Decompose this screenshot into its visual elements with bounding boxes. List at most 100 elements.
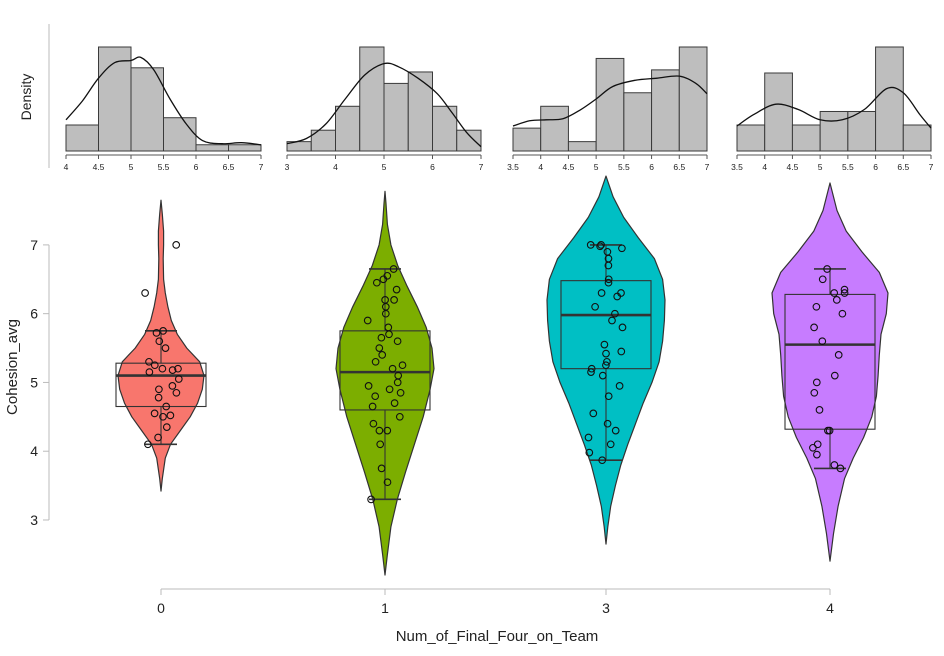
histogram-bar — [678, 46, 708, 152]
histogram-tick-label: 3.5 — [507, 162, 519, 172]
histogram-bar — [228, 144, 262, 152]
data-point — [598, 371, 607, 380]
histogram-bar — [651, 69, 680, 152]
histogram-tick-label: 4.5 — [563, 162, 575, 172]
x-axis-title: Num_of_Final_Four_on_Team — [396, 628, 599, 645]
data-point — [168, 382, 177, 390]
data-point — [611, 426, 620, 435]
data-point — [587, 364, 596, 373]
y-tick-label: 7 — [30, 237, 38, 253]
data-point — [830, 371, 839, 380]
data-point — [597, 289, 606, 297]
data-point — [603, 357, 611, 366]
data-point — [154, 433, 162, 442]
data-point — [372, 278, 381, 287]
histogram-tick-label: 6.5 — [223, 162, 235, 172]
histogram-bar — [791, 124, 821, 152]
histogram-bar — [819, 110, 849, 152]
data-point — [388, 364, 397, 373]
histogram-tick-label: 7 — [705, 162, 710, 172]
data-point — [809, 443, 817, 452]
histogram-tick-label: 4 — [762, 162, 767, 172]
data-point — [155, 337, 164, 346]
data-point — [150, 361, 159, 370]
y-tick-label: 6 — [30, 306, 38, 322]
data-point — [155, 385, 163, 394]
data-point — [368, 402, 377, 411]
histogram-tick-label: 5 — [818, 162, 823, 172]
y-tick-label: 5 — [30, 374, 38, 390]
data-point — [840, 285, 849, 294]
histogram-bar — [65, 124, 99, 152]
x-tick-label: 3 — [602, 600, 610, 616]
data-point — [398, 361, 407, 370]
data-point — [371, 357, 380, 366]
x-tick-label: 1 — [381, 600, 389, 616]
data-point — [379, 275, 388, 284]
histogram-bar — [163, 117, 197, 152]
histogram-4: 3.5 4 4.5 5 5.5 6 6.5 7 — [731, 46, 934, 172]
histogram-tick-label: 5 — [594, 162, 599, 172]
histogram-tick-label: 4 — [64, 162, 69, 172]
data-point — [162, 402, 171, 411]
histogram-tick-label: 3 — [285, 162, 290, 172]
data-point — [598, 456, 607, 465]
data-point — [830, 461, 839, 469]
histogram-bar — [456, 129, 482, 152]
x-tick-label: 0 — [157, 600, 165, 616]
marginal-histograms: 4 4.5 5 5.5 6 6.5 7 3 4 5 6 7 3.5 4 4.5 5 5.5 6 6.5 7 3.5 4 4.… — [64, 46, 934, 172]
data-point — [834, 351, 843, 359]
histogram-tick-label: 4 — [333, 162, 338, 172]
y-tick-label: 3 — [30, 512, 38, 528]
data-point — [604, 392, 613, 401]
violin-group-4 — [771, 182, 889, 562]
data-point — [838, 309, 847, 318]
data-point — [604, 278, 613, 287]
histogram-tick-label: 5.5 — [842, 162, 854, 172]
data-point — [385, 385, 394, 394]
histogram-bar — [540, 105, 569, 152]
data-point — [172, 388, 181, 397]
histogram-tick-label: 7 — [929, 162, 934, 172]
data-point — [585, 448, 594, 457]
data-point — [815, 406, 824, 414]
histogram-bar — [335, 105, 361, 152]
data-point — [383, 478, 392, 487]
violin-group-0 — [115, 199, 207, 492]
data-point — [363, 316, 372, 325]
data-point — [608, 316, 616, 325]
histogram-tick-label: 6 — [430, 162, 435, 172]
histogram-tick-label: 7 — [259, 162, 264, 172]
histogram-bar — [383, 82, 409, 152]
histogram-bar — [902, 124, 932, 152]
data-point — [174, 375, 183, 383]
histogram-bar — [623, 92, 653, 152]
data-point — [617, 347, 626, 356]
data-point — [813, 450, 821, 459]
data-point — [390, 399, 399, 407]
violin-shape — [771, 182, 889, 562]
data-point — [174, 364, 182, 373]
data-point — [166, 411, 175, 420]
violin-group-1 — [335, 190, 435, 576]
histogram-tick-label: 6 — [194, 162, 199, 172]
histogram-bar — [875, 46, 904, 152]
histogram-1: 3 4 5 6 7 — [285, 46, 484, 172]
data-point — [393, 378, 402, 387]
histogram-bar — [432, 105, 458, 152]
data-point — [818, 337, 827, 346]
histogram-bar — [512, 127, 542, 152]
data-point — [830, 289, 839, 297]
histogram-bar — [98, 46, 132, 152]
data-point — [369, 419, 378, 428]
data-point — [145, 357, 153, 366]
histogram-bar — [595, 57, 625, 152]
histogram-tick-label: 6.5 — [673, 162, 685, 172]
data-point — [604, 261, 613, 270]
data-point — [824, 426, 832, 435]
data-point — [589, 409, 598, 418]
data-point — [586, 241, 595, 249]
density-curve — [512, 75, 708, 127]
data-point — [162, 423, 171, 431]
